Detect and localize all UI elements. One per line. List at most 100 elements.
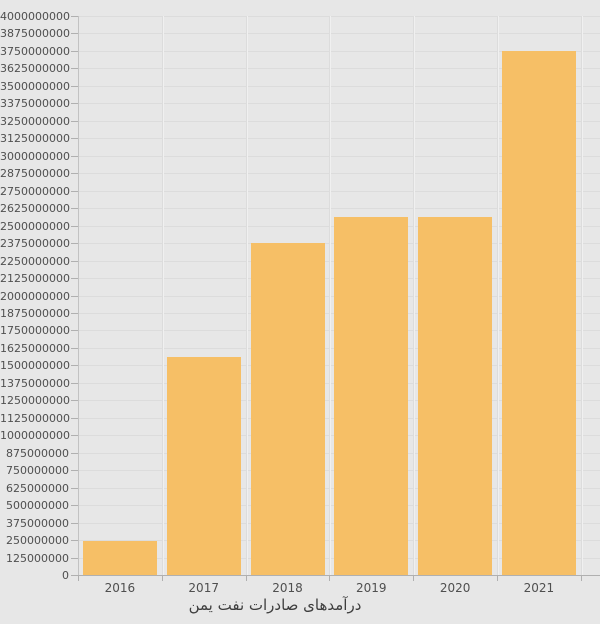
x-tick-mark bbox=[581, 576, 582, 581]
gridline-horizontal bbox=[78, 103, 600, 104]
y-tick-mark bbox=[71, 121, 78, 122]
y-tick-label: 2750000000 bbox=[0, 185, 70, 198]
bar-2019 bbox=[334, 217, 408, 575]
y-tick-mark bbox=[71, 16, 78, 17]
y-tick-label: 1250000000 bbox=[0, 394, 70, 407]
y-tick-label: 3375000000 bbox=[0, 97, 70, 110]
y-tick-mark bbox=[71, 505, 78, 506]
bar-2020 bbox=[418, 217, 492, 575]
gridline-vertical bbox=[329, 16, 331, 575]
y-tick-label: 3250000000 bbox=[0, 115, 70, 128]
y-tick-label: 625000000 bbox=[6, 482, 69, 495]
x-tick-mark bbox=[497, 576, 498, 581]
gridline-horizontal bbox=[78, 138, 600, 139]
gridline-horizontal bbox=[78, 121, 600, 122]
y-tick-mark bbox=[71, 400, 78, 401]
plot-area bbox=[78, 16, 600, 576]
y-tick-label: 1750000000 bbox=[0, 324, 70, 337]
y-tick-mark bbox=[71, 191, 78, 192]
y-tick-mark bbox=[71, 33, 78, 34]
y-tick-label: 1000000000 bbox=[0, 429, 70, 442]
y-tick-label: 1500000000 bbox=[0, 359, 70, 372]
y-tick-mark bbox=[71, 453, 78, 454]
y-axis-line bbox=[78, 16, 79, 576]
y-tick-label: 0 bbox=[62, 569, 69, 582]
x-tick-mark bbox=[162, 576, 163, 581]
y-tick-label: 3500000000 bbox=[0, 80, 70, 93]
gridline-vertical bbox=[246, 16, 248, 575]
bar-2016 bbox=[83, 541, 157, 575]
x-tick-label: 2017 bbox=[188, 581, 219, 595]
y-tick-mark bbox=[71, 348, 78, 349]
y-tick-label: 3625000000 bbox=[0, 62, 70, 75]
gridline-horizontal bbox=[78, 51, 600, 52]
x-tick-label: 2019 bbox=[356, 581, 387, 595]
x-tick-mark bbox=[78, 576, 79, 581]
gridline-vertical bbox=[497, 16, 499, 575]
y-tick-label: 2875000000 bbox=[0, 167, 70, 180]
y-tick-label: 2000000000 bbox=[0, 290, 70, 303]
gridline-vertical bbox=[413, 16, 415, 575]
y-tick-label: 3750000000 bbox=[0, 45, 70, 58]
y-tick-label: 4000000000 bbox=[0, 10, 70, 23]
y-tick-mark bbox=[71, 173, 78, 174]
x-tick-mark bbox=[413, 576, 414, 581]
y-tick-mark bbox=[71, 243, 78, 244]
gridline-vertical bbox=[162, 16, 164, 575]
y-tick-mark bbox=[71, 296, 78, 297]
gridline-horizontal bbox=[78, 68, 600, 69]
gridline-horizontal bbox=[78, 191, 600, 192]
y-tick-mark bbox=[71, 365, 78, 366]
y-tick-mark bbox=[71, 470, 78, 471]
y-tick-label: 3125000000 bbox=[0, 132, 70, 145]
y-tick-label: 3000000000 bbox=[0, 150, 70, 163]
y-tick-mark bbox=[71, 488, 78, 489]
x-tick-mark bbox=[246, 576, 247, 581]
x-tick-label: 2020 bbox=[439, 581, 471, 595]
y-tick-mark bbox=[71, 540, 78, 541]
y-tick-label: 1625000000 bbox=[0, 342, 70, 355]
x-tick-label: 2018 bbox=[272, 581, 303, 595]
gridline-vertical bbox=[581, 16, 583, 575]
y-tick-mark bbox=[71, 418, 78, 419]
y-tick-mark bbox=[71, 435, 78, 436]
y-tick-label: 1875000000 bbox=[0, 307, 70, 320]
y-tick-label: 1375000000 bbox=[0, 377, 70, 390]
bar-2017 bbox=[167, 357, 241, 575]
y-tick-mark bbox=[71, 103, 78, 104]
y-tick-label: 3875000000 bbox=[0, 27, 70, 40]
y-tick-label: 2125000000 bbox=[0, 272, 70, 285]
x-tick-mark bbox=[329, 576, 330, 581]
y-tick-mark bbox=[71, 383, 78, 384]
y-tick-label: 375000000 bbox=[6, 517, 69, 530]
gridline-horizontal bbox=[78, 208, 600, 209]
y-tick-mark bbox=[71, 86, 78, 87]
y-tick-mark bbox=[71, 313, 78, 314]
y-tick-label: 2375000000 bbox=[0, 237, 70, 250]
y-tick-label: 250000000 bbox=[6, 534, 69, 547]
y-tick-mark bbox=[71, 226, 78, 227]
bar-2021 bbox=[502, 51, 576, 575]
y-tick-mark bbox=[71, 261, 78, 262]
y-tick-mark bbox=[71, 208, 78, 209]
gridline-horizontal bbox=[78, 173, 600, 174]
gridline-horizontal bbox=[78, 86, 600, 87]
y-tick-mark bbox=[71, 523, 78, 524]
bar-2018 bbox=[251, 243, 325, 575]
x-tick-label: 2021 bbox=[523, 581, 555, 595]
y-tick-label: 2250000000 bbox=[0, 255, 70, 268]
y-tick-label: 500000000 bbox=[6, 499, 69, 512]
y-tick-label: 750000000 bbox=[6, 464, 69, 477]
y-tick-mark bbox=[71, 558, 78, 559]
y-tick-mark bbox=[71, 51, 78, 52]
x-axis-line bbox=[78, 575, 600, 576]
y-tick-label: 2625000000 bbox=[0, 202, 70, 215]
x-tick-label: 2016 bbox=[104, 581, 136, 595]
y-tick-mark bbox=[71, 575, 78, 576]
gridline-horizontal bbox=[78, 16, 600, 17]
y-tick-mark bbox=[71, 68, 78, 69]
y-tick-label: 2500000000 bbox=[0, 220, 70, 233]
y-tick-label: 875000000 bbox=[6, 447, 69, 460]
gridline-horizontal bbox=[78, 156, 600, 157]
